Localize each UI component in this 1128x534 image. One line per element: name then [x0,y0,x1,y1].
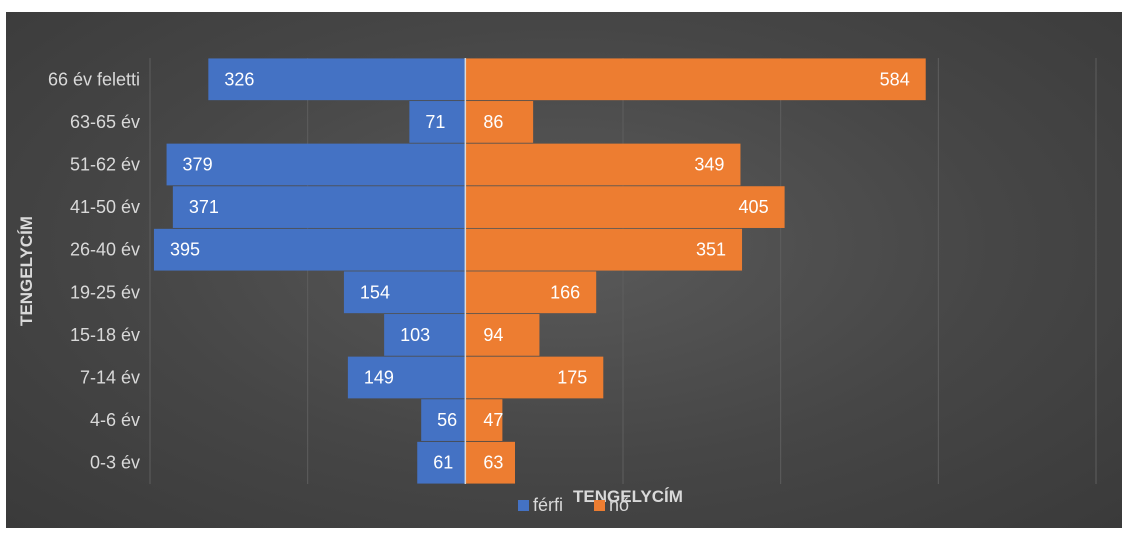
bar-no [465,271,597,314]
y-axis-title: TENGELYCÍM [17,216,36,326]
data-label-no: 405 [739,197,769,217]
chart-area: 61 63 56 47 149 175 103 94 154 166 395 351 371 405 379… [6,12,1122,528]
bar-no [465,101,534,143]
population-pyramid-chart: 61 63 56 47 149 175 103 94 154 166 395 351 371 405 379… [17,58,1097,515]
category-label: 63-65 év [70,112,140,132]
bar-ferfi [153,228,466,271]
gridlines [149,58,1097,484]
bar-ferfi [421,399,466,441]
category-label: 15-18 év [70,325,140,345]
bar-ferfi [208,58,466,101]
category-label: 66 év feletti [48,69,140,89]
data-label-no: 175 [557,368,587,388]
bar-no [465,228,743,271]
data-label-no: 94 [483,325,503,345]
data-labels: 61 63 56 47 149 175 103 94 154 166 395 351 371 405 379… [170,69,910,472]
bar-no [465,356,604,399]
bar-ferfi [343,271,466,314]
bar-no [465,58,926,101]
legend-label: férfi [533,495,563,515]
bar-no [465,186,785,228]
category-label: 0-3 év [90,453,140,473]
data-label-ferfi: 71 [425,112,445,132]
legend: férfi nő [518,495,629,515]
data-label-no: 63 [483,453,503,473]
category-label: 26-40 év [70,240,140,260]
category-axis-labels: 0-3 év 4-6 év 7-14 év 15-18 év 19-25 év 26-40… [48,69,140,472]
data-label-ferfi: 149 [364,368,394,388]
category-label: 7-14 év [80,368,140,388]
category-label: 19-25 év [70,282,140,302]
data-label-ferfi: 61 [433,453,453,473]
data-label-ferfi: 371 [189,197,219,217]
data-label-ferfi: 103 [400,325,430,345]
legend-label: nő [609,495,629,515]
data-label-no: 86 [483,112,503,132]
data-label-no: 584 [880,69,910,89]
data-label-no: 351 [696,240,726,260]
data-label-ferfi: 326 [224,69,254,89]
category-label: 41-50 év [70,197,140,217]
data-label-ferfi: 154 [360,282,390,302]
bar-ferfi [409,101,466,143]
bar-ferfi [417,441,466,484]
data-label-no: 349 [694,155,724,175]
data-label-no: 166 [550,282,580,302]
category-label: 4-6 év [90,410,140,430]
bar-ferfi [166,143,466,186]
bar-ferfi [347,356,466,399]
bar-no [465,399,503,441]
legend-swatch [518,500,529,511]
data-label-ferfi: 395 [170,240,200,260]
bar-no [465,441,515,484]
data-label-ferfi: 379 [183,155,213,175]
bars [153,58,926,484]
bar-ferfi [384,314,466,356]
data-label-no: 47 [483,410,503,430]
bar-no [465,314,540,356]
bar-no [465,143,741,186]
legend-swatch [594,500,605,511]
data-label-ferfi: 56 [437,410,457,430]
category-label: 51-62 év [70,155,140,175]
bar-ferfi [172,186,466,228]
